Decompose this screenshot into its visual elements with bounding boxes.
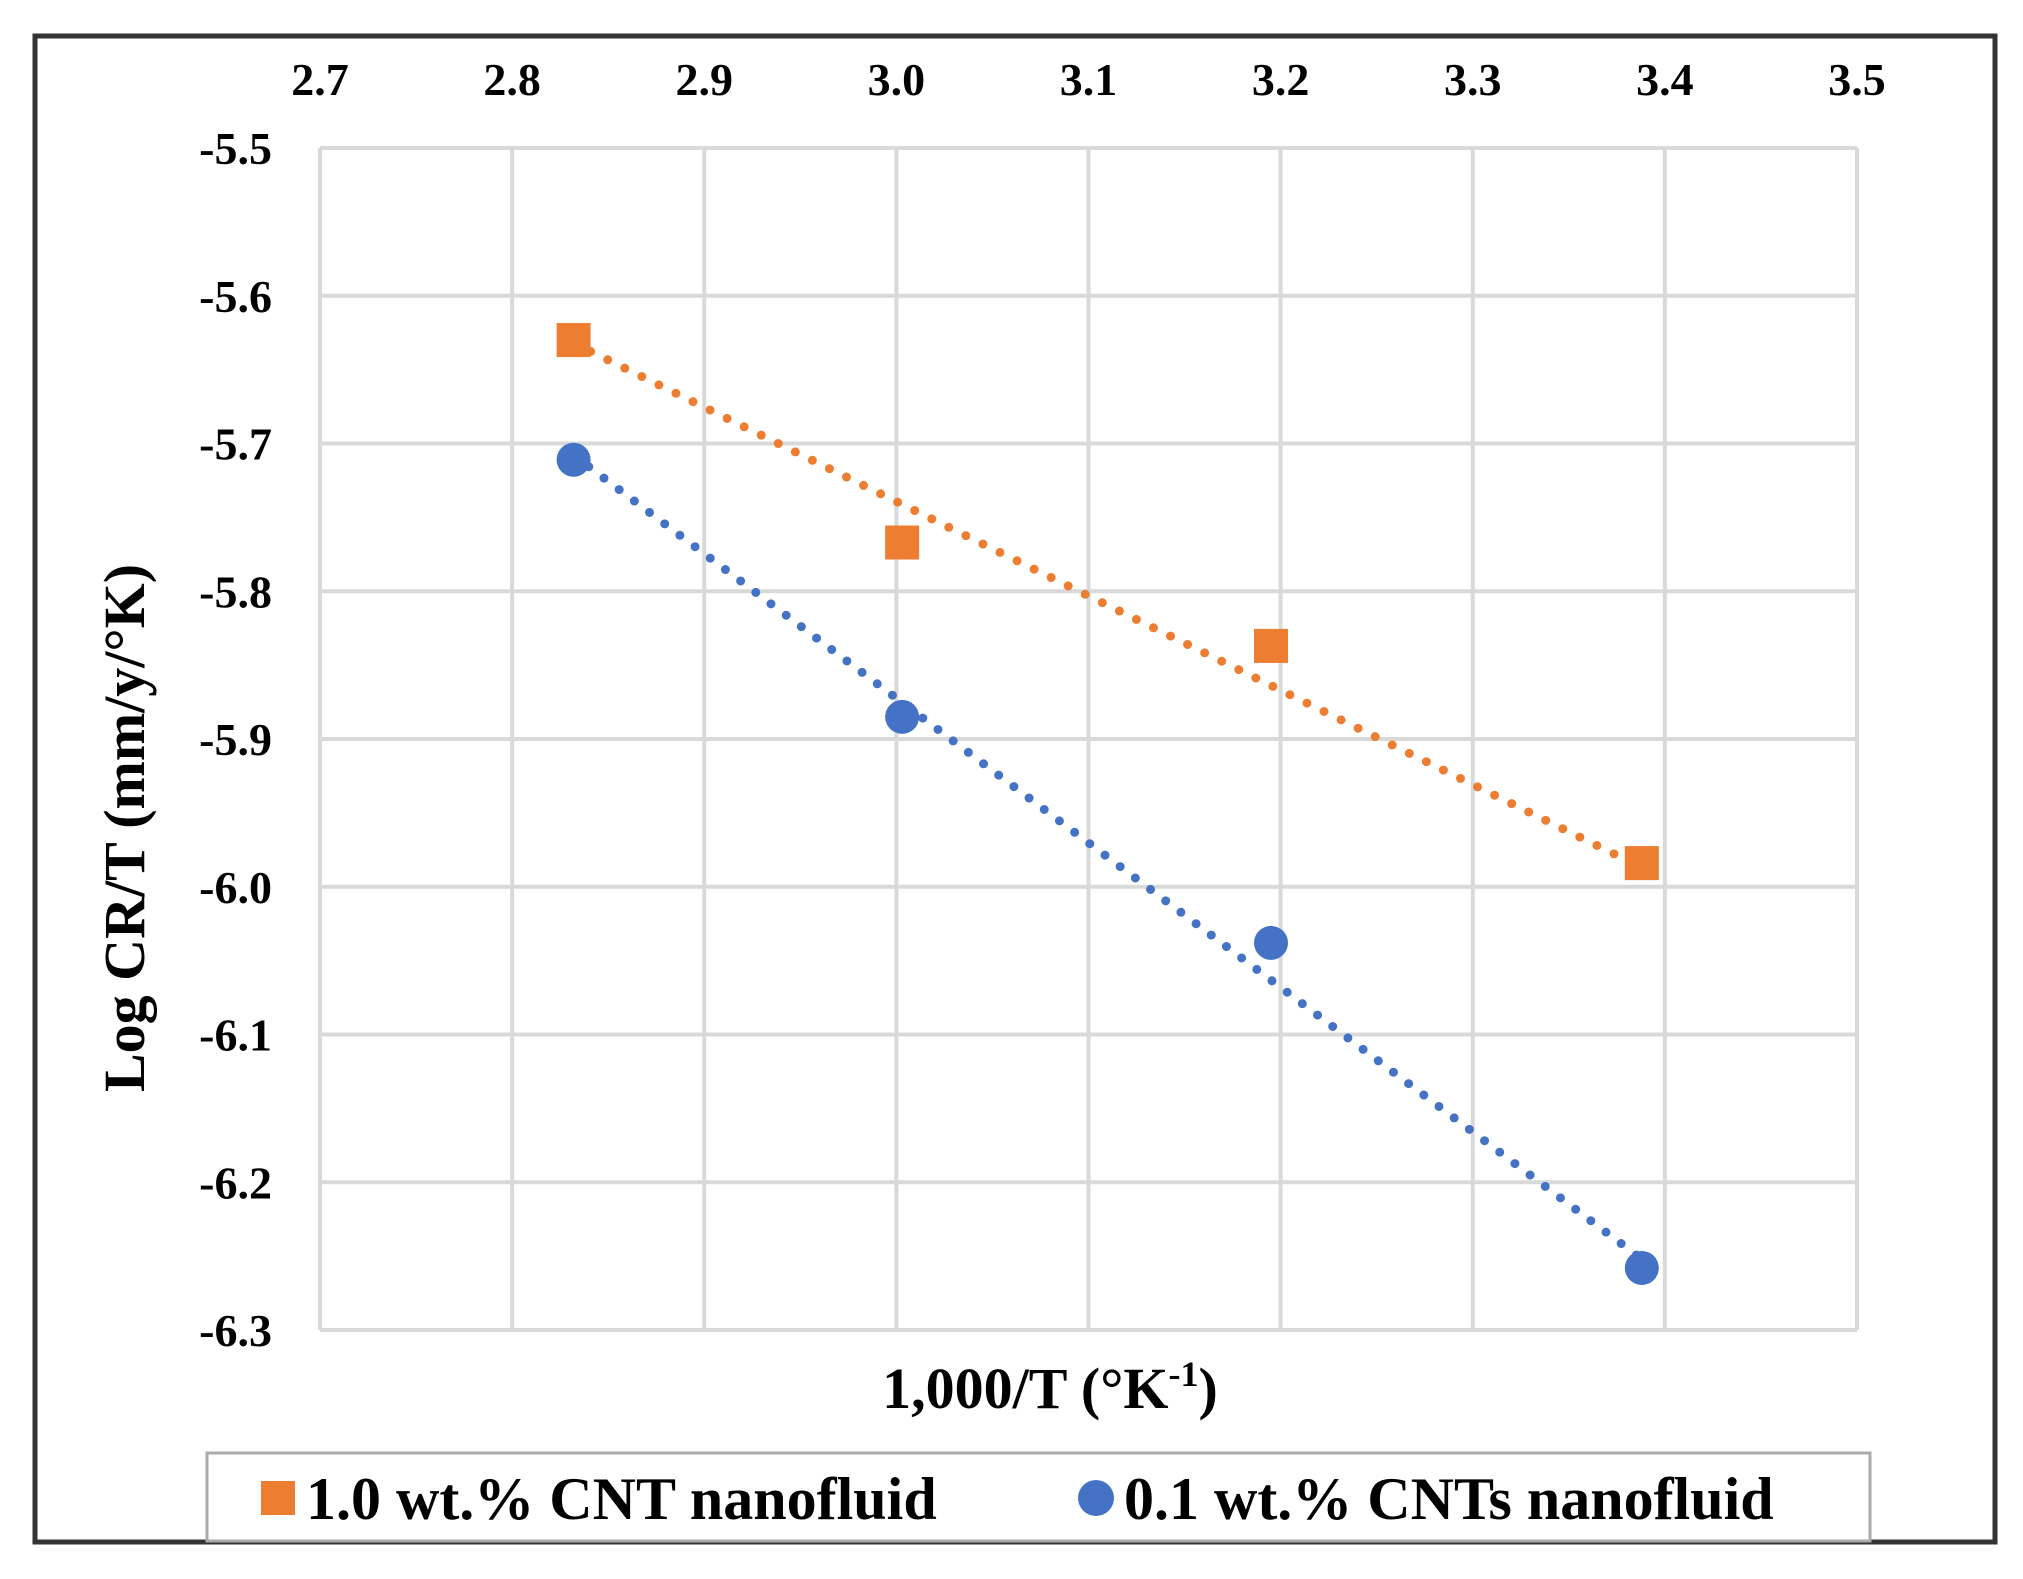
point-series-2	[1624, 1250, 1659, 1285]
x-tick-label: 3.4	[1636, 54, 1694, 105]
legend-marker-series-1	[261, 1481, 295, 1515]
trendline-series-2	[569, 450, 1647, 1264]
x-axis-title: 1,000/T (°K-1)	[882, 1354, 1218, 1421]
y-axis-title: Log CR/T (mm/y/°K)	[92, 564, 157, 1092]
legend-marker-series-2	[1078, 1480, 1114, 1516]
x-tick-label: 2.9	[676, 54, 734, 105]
point-series-2	[885, 699, 920, 734]
legend-label-series-1: 1.0 wt.% CNT nanofluid	[306, 1466, 937, 1532]
y-tick-label: -6.0	[199, 862, 272, 913]
legend: 1.0 wt.% CNT nanofluid 0.1 wt.% CNTs nano…	[205, 1451, 1872, 1543]
x-tick-label: 2.7	[291, 54, 349, 105]
y-tick-label: -5.8	[199, 566, 272, 617]
x-tick-label: 3.3	[1444, 54, 1502, 105]
y-tick-label: -5.9	[199, 714, 272, 765]
y-tick-label: -5.6	[199, 271, 272, 322]
gridlines	[318, 146, 1859, 1332]
legend-label-series-2: 0.1 wt.% CNTs nanofluid	[1124, 1466, 1774, 1532]
x-tick-label: 3.5	[1828, 54, 1886, 105]
y-tick-label: -5.5	[199, 123, 272, 174]
y-axis-ticks: -5.5 -5.6 -5.7 -5.8 -5.9 -6.0 -6.1 -6.2 -6.3	[199, 123, 272, 1356]
y-tick-label: -6.3	[199, 1305, 272, 1356]
data-points	[556, 323, 1659, 1285]
y-tick-label: -6.1	[199, 1010, 272, 1061]
trendlines	[569, 338, 1647, 1264]
x-axis-ticks: 2.7 2.8 2.9 3.0 3.1 3.2 3.3 3.4 3.5	[291, 54, 1886, 105]
point-series-1	[556, 323, 591, 358]
point-series-1	[1254, 628, 1289, 663]
y-tick-label: -6.2	[199, 1157, 272, 1208]
point-series-2	[1254, 925, 1289, 960]
point-series-1	[1624, 846, 1659, 881]
x-tick-label: 3.2	[1252, 54, 1310, 105]
point-series-1	[885, 525, 920, 560]
point-series-2	[556, 442, 591, 477]
trendline-series-1	[569, 338, 1647, 873]
x-tick-label: 3.1	[1060, 54, 1118, 105]
x-tick-label: 3.0	[868, 54, 926, 105]
y-tick-label: -5.7	[199, 419, 272, 470]
legend-box	[205, 1451, 1872, 1543]
x-tick-label: 2.8	[483, 54, 541, 105]
